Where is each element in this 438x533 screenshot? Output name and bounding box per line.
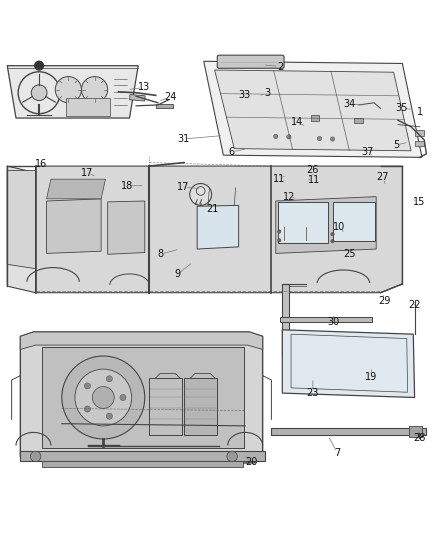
Circle shape	[190, 183, 212, 205]
Polygon shape	[35, 166, 403, 293]
Circle shape	[55, 77, 81, 103]
Text: 3: 3	[264, 88, 270, 98]
Text: 10: 10	[333, 222, 345, 232]
Text: 11: 11	[273, 174, 286, 184]
Circle shape	[330, 137, 335, 141]
Circle shape	[35, 61, 43, 70]
Text: 18: 18	[121, 181, 134, 191]
Bar	[354, 118, 363, 123]
Bar	[311, 116, 319, 120]
Bar	[42, 461, 243, 467]
Circle shape	[227, 451, 237, 462]
FancyBboxPatch shape	[217, 55, 284, 68]
Circle shape	[287, 135, 291, 139]
Text: 13: 13	[138, 83, 150, 93]
Circle shape	[92, 386, 114, 408]
Text: 6: 6	[228, 147, 234, 157]
Polygon shape	[108, 201, 145, 254]
Text: 11: 11	[308, 175, 320, 185]
Text: 14: 14	[290, 117, 303, 126]
Circle shape	[120, 394, 126, 400]
Bar	[66, 99, 110, 116]
Circle shape	[278, 230, 281, 233]
Text: 34: 34	[343, 99, 355, 109]
Polygon shape	[204, 61, 422, 157]
Polygon shape	[276, 197, 376, 253]
Circle shape	[278, 239, 281, 242]
Circle shape	[106, 413, 113, 419]
Text: 21: 21	[206, 204, 219, 214]
Text: 28: 28	[413, 433, 426, 442]
Circle shape	[30, 451, 41, 462]
Text: 23: 23	[307, 388, 319, 398]
Circle shape	[317, 136, 321, 141]
Text: 17: 17	[177, 182, 189, 192]
Circle shape	[331, 239, 334, 243]
Bar	[409, 426, 422, 437]
Polygon shape	[46, 179, 106, 199]
Bar	[20, 451, 265, 461]
Circle shape	[31, 85, 47, 101]
Text: 20: 20	[246, 457, 258, 467]
Circle shape	[81, 77, 108, 103]
Text: 1: 1	[417, 107, 423, 117]
Text: 31: 31	[177, 134, 189, 144]
Text: 37: 37	[361, 147, 374, 157]
Text: 24: 24	[164, 92, 176, 102]
Text: 25: 25	[344, 249, 356, 259]
Polygon shape	[7, 66, 138, 118]
Bar	[333, 202, 375, 241]
Polygon shape	[20, 332, 263, 463]
Circle shape	[274, 134, 278, 139]
Text: 17: 17	[81, 168, 93, 177]
Polygon shape	[283, 284, 289, 356]
Bar	[278, 202, 328, 244]
Text: 22: 22	[408, 300, 421, 310]
Bar	[149, 378, 182, 434]
Text: 26: 26	[307, 165, 319, 175]
Circle shape	[331, 232, 334, 236]
Polygon shape	[46, 199, 101, 253]
Polygon shape	[197, 205, 239, 249]
Circle shape	[106, 376, 113, 382]
Text: 19: 19	[365, 372, 377, 382]
Text: 16: 16	[35, 159, 47, 169]
Bar	[416, 141, 424, 147]
Text: 33: 33	[238, 91, 251, 100]
Text: 29: 29	[378, 296, 390, 305]
Polygon shape	[7, 166, 35, 293]
Circle shape	[62, 356, 145, 439]
Polygon shape	[215, 70, 411, 151]
Text: 15: 15	[413, 197, 425, 207]
Polygon shape	[42, 348, 244, 448]
Bar	[416, 130, 424, 135]
Polygon shape	[20, 332, 263, 350]
Circle shape	[85, 383, 91, 389]
Text: 9: 9	[174, 269, 180, 279]
Text: 2: 2	[277, 61, 283, 71]
Bar	[155, 104, 173, 108]
Text: 5: 5	[393, 140, 399, 150]
Polygon shape	[7, 171, 35, 269]
Text: 27: 27	[377, 172, 389, 182]
Circle shape	[75, 369, 132, 426]
Text: 8: 8	[157, 249, 163, 259]
Text: 30: 30	[327, 317, 339, 327]
Circle shape	[85, 406, 91, 412]
Bar	[272, 427, 426, 435]
Text: 35: 35	[396, 103, 408, 114]
Bar	[280, 317, 372, 322]
Polygon shape	[283, 330, 415, 398]
Text: 7: 7	[335, 448, 341, 458]
Text: 12: 12	[283, 192, 295, 201]
Bar	[130, 94, 145, 101]
Bar	[184, 378, 217, 434]
